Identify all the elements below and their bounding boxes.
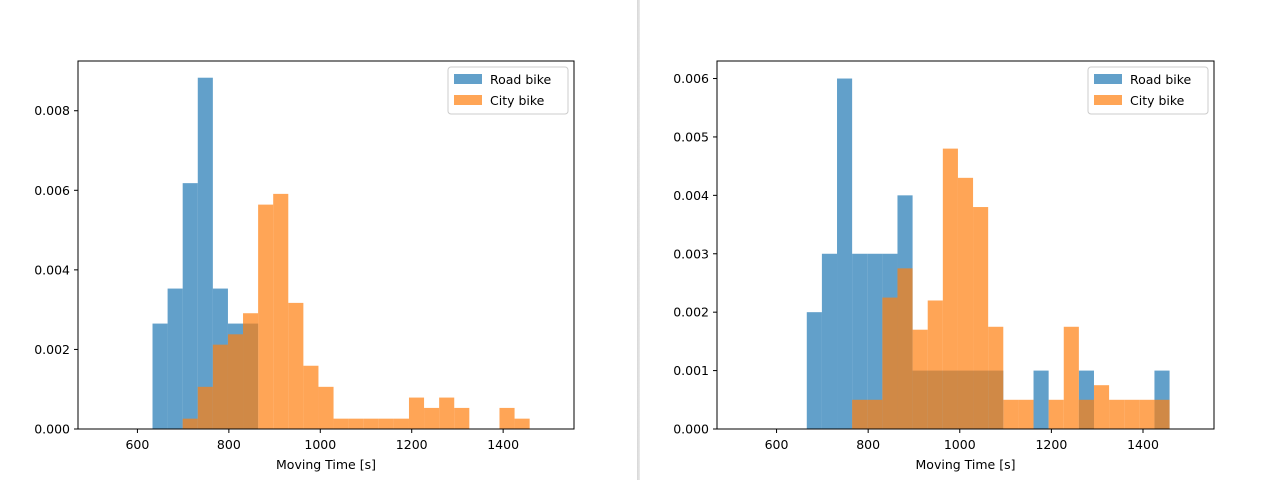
- x-tick-label: 600: [125, 437, 149, 452]
- histogram-bar: [167, 288, 183, 429]
- histogram-bar: [1109, 399, 1125, 429]
- chart-panel-right: 600 800 1000 1200 1400 0.000 0.001 0.002 0.003 0.…: [640, 0, 1276, 480]
- x-tick-label: 1200: [396, 437, 428, 452]
- histogram-bar: [318, 386, 334, 429]
- histogram-bar: [212, 344, 228, 429]
- histogram-bar: [424, 407, 440, 429]
- y-tick-label: 0.003: [673, 246, 709, 261]
- x-tick-label: 600: [765, 437, 789, 452]
- legend: Road bike City bike: [1087, 66, 1209, 115]
- series-city-bike: [852, 148, 1170, 429]
- histogram-bar: [1018, 399, 1034, 429]
- histogram-bar: [288, 302, 304, 429]
- histogram-bar: [821, 253, 838, 429]
- histogram-bar: [258, 204, 274, 429]
- histogram-bar: [852, 253, 868, 429]
- histogram-bar: [988, 326, 1004, 429]
- histogram-bar: [348, 418, 364, 429]
- x-tick-label: 1000: [304, 437, 336, 452]
- histogram-bar: [942, 148, 958, 429]
- histogram-bar: [227, 334, 244, 429]
- histogram-bar: [957, 177, 974, 429]
- histogram-bar: [182, 418, 198, 429]
- histogram-bar: [1003, 399, 1019, 429]
- y-tick-label: 0.000: [673, 422, 709, 437]
- histogram-bar: [514, 418, 530, 429]
- histogram-bar: [408, 397, 425, 429]
- histogram-bar: [243, 313, 259, 429]
- histogram-bar: [197, 77, 213, 429]
- histogram-bar: [1063, 326, 1079, 429]
- histogram-bar: [852, 399, 868, 429]
- plot-frame: [716, 60, 1215, 430]
- histogram-bar: [273, 193, 289, 429]
- x-tick-label: 800: [217, 437, 241, 452]
- histogram-bar: [867, 399, 883, 429]
- histogram-bar: [333, 418, 349, 429]
- histogram-bar: [912, 329, 928, 429]
- histogram-chart-right: 600 800 1000 1200 1400 0.000 0.001 0.002 0.003 0.…: [673, 60, 1215, 472]
- histogram-bar: [303, 365, 319, 429]
- histogram-bar: [499, 407, 515, 429]
- legend: Road bike City bike: [447, 66, 569, 115]
- histogram-bar: [1078, 399, 1094, 429]
- histogram-chart-left: 600 800 1000 1200 1400 0.000 0.002 0.004 0.006 0.…: [34, 60, 575, 472]
- legend-swatch: [1094, 95, 1122, 105]
- histogram-bar: [182, 183, 198, 429]
- x-tick-label: 1400: [487, 437, 519, 452]
- y-tick-label: 0.004: [34, 262, 70, 277]
- x-tick-label: 800: [856, 437, 880, 452]
- y-tick-label: 0.008: [34, 103, 70, 118]
- y-tick-label: 0.006: [34, 183, 70, 198]
- histogram-bar: [927, 300, 943, 429]
- y-tick-label: 0.002: [673, 305, 709, 320]
- histogram-bar: [806, 312, 822, 429]
- legend-swatch: [1094, 74, 1122, 84]
- histogram-bar: [439, 397, 455, 429]
- y-tick-label: 0.002: [34, 342, 70, 357]
- histogram-bar: [152, 323, 168, 429]
- histogram-bar: [1048, 399, 1064, 429]
- histogram-bar: [197, 386, 213, 429]
- y-tick-label: 0.006: [673, 71, 709, 86]
- legend-label: Road bike: [490, 72, 552, 87]
- x-tick-label: 1400: [1127, 437, 1159, 452]
- y-tick-label: 0.000: [34, 422, 70, 437]
- legend-label: City bike: [1130, 93, 1185, 108]
- legend-swatch: [454, 95, 482, 105]
- histogram-bar: [454, 407, 470, 429]
- histogram-bar: [363, 418, 379, 429]
- histogram-bar: [393, 418, 409, 429]
- plot-frame: [77, 60, 575, 430]
- histogram-bar: [897, 268, 913, 429]
- legend-swatch: [454, 74, 482, 84]
- histogram-bar: [973, 207, 989, 429]
- y-tick-label: 0.004: [673, 188, 709, 203]
- legend-label: Road bike: [1130, 72, 1192, 87]
- histogram-bar: [867, 253, 883, 429]
- histogram-bar: [378, 418, 394, 429]
- legend-label: City bike: [490, 93, 545, 108]
- x-axis-label: Moving Time [s]: [276, 457, 376, 472]
- histogram-bar: [1139, 399, 1155, 429]
- y-tick-label: 0.001: [673, 363, 709, 378]
- histogram-bar: [882, 297, 898, 429]
- histogram-bar: [1033, 370, 1049, 429]
- histogram-bar: [837, 78, 853, 430]
- x-axis-label: Moving Time [s]: [916, 457, 1016, 472]
- chart-panel-left: 600 800 1000 1200 1400 0.000 0.002 0.004 0.006 0.…: [0, 0, 637, 480]
- histogram-bar: [1154, 399, 1170, 429]
- x-tick-label: 1000: [944, 437, 976, 452]
- histogram-bar: [1093, 385, 1110, 429]
- histogram-bar: [1124, 399, 1140, 429]
- x-tick-label: 1200: [1035, 437, 1067, 452]
- y-tick-label: 0.005: [673, 129, 709, 144]
- series-city-bike: [182, 193, 530, 429]
